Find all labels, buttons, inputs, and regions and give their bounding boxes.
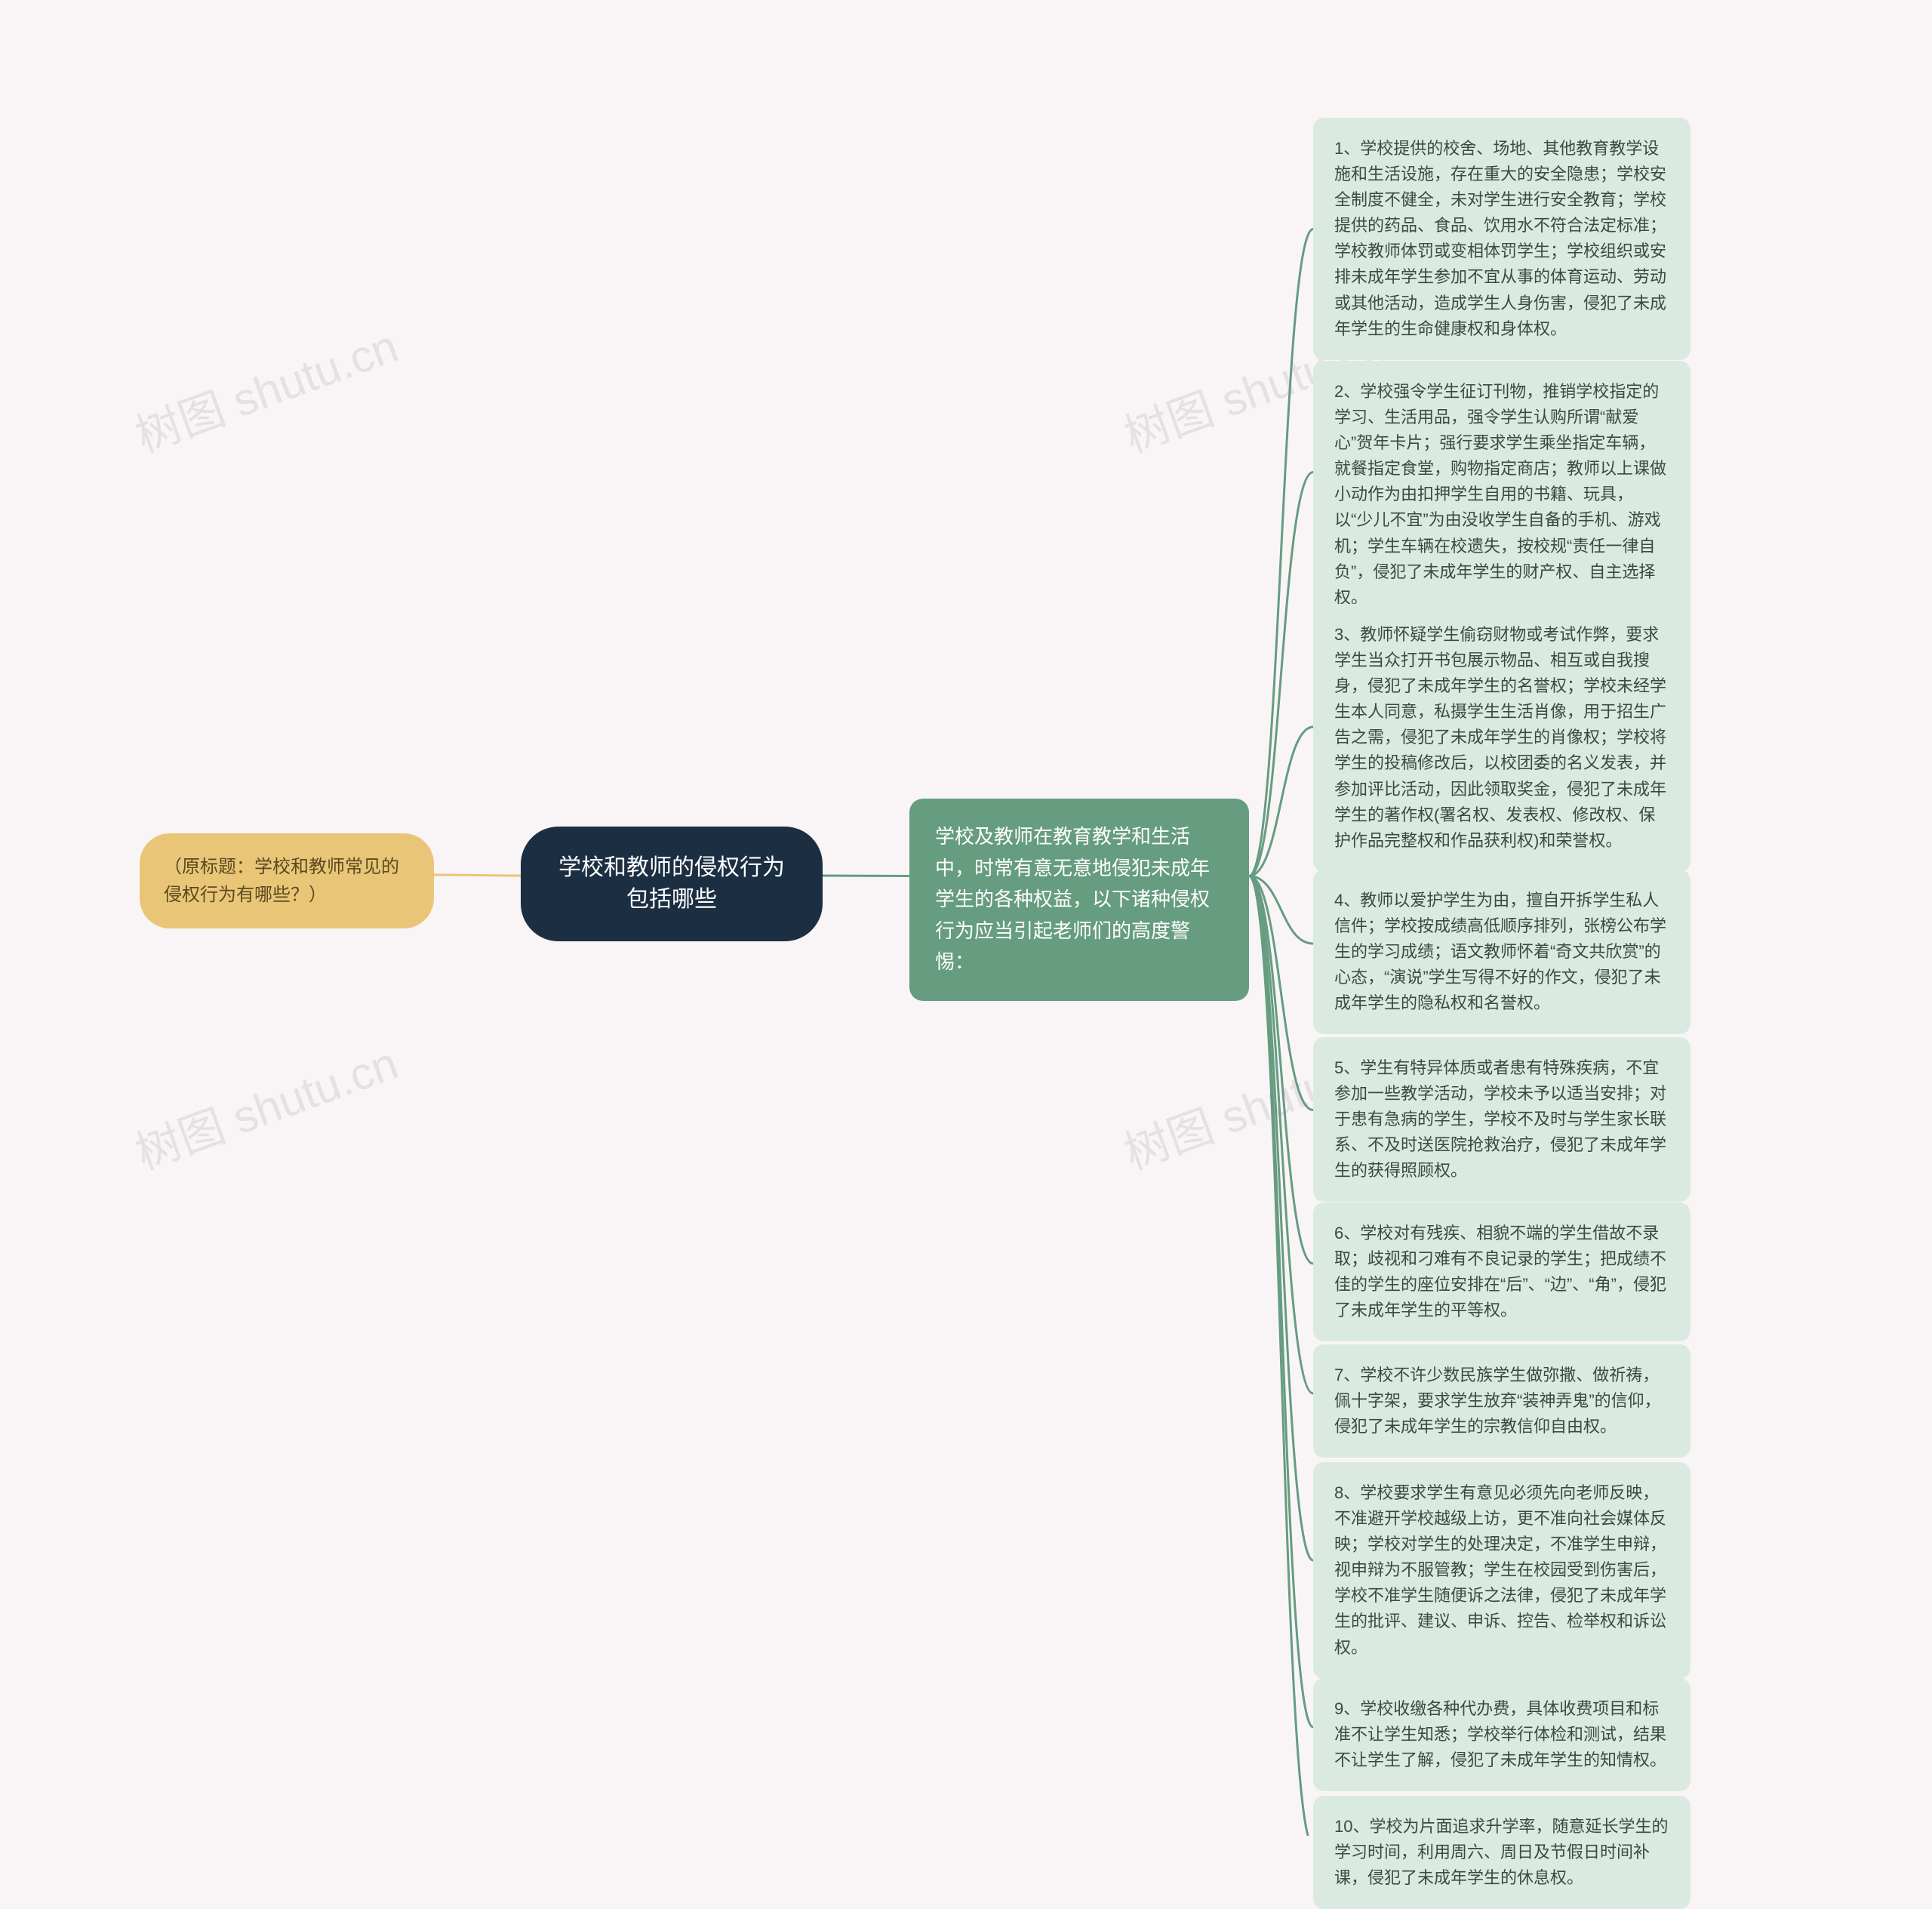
node-leaf[interactable]: 4、教师以爱护学生为由，擅自开拆学生私人信件；学校按成绩高低顺序排列，张榜公布学… bbox=[1313, 870, 1690, 1034]
mindmap-canvas: 树图 shutu.cn 树图 shutu.cn 树图 shutu.cn 树图 s… bbox=[0, 0, 1932, 1836]
node-leaf[interactable]: 5、学生有特异体质或者患有特殊疾病，不宜参加一些教学活动，学校未予以适当安排；对… bbox=[1313, 1037, 1690, 1202]
node-intro[interactable]: 学校及教师在教育教学和生活中，时常有意无意地侵犯未成年学生的各种权益，以下诸种侵… bbox=[909, 799, 1249, 1001]
node-leaf[interactable]: 8、学校要求学生有意见必须先向老师反映，不准避开学校越级上访，更不准向社会媒体反… bbox=[1313, 1462, 1690, 1679]
node-leaf[interactable]: 1、学校提供的校舍、场地、其他教育教学设施和生活设施，存在重大的安全隐患；学校安… bbox=[1313, 118, 1690, 360]
node-leaf[interactable]: 7、学校不许少数民族学生做弥撒、做祈祷，佩十字架，要求学生放弃“装神弄鬼”的信仰… bbox=[1313, 1344, 1690, 1458]
watermark: 树图 shutu.cn bbox=[125, 309, 405, 465]
node-leaf[interactable]: 10、学校为片面追求升学率，随意延长学生的学习时间，利用周六、周日及节假日时间补… bbox=[1313, 1796, 1690, 1909]
node-leaf[interactable]: 3、教师怀疑学生偷窃财物或考试作弊，要求学生当众打开书包展示物品、相互或自我搜身… bbox=[1313, 604, 1690, 872]
watermark: 树图 shutu.cn bbox=[125, 1027, 405, 1182]
node-leaf[interactable]: 6、学校对有残疾、相貌不端的学生借故不录取；歧视和刁难有不良记录的学生；把成绩不… bbox=[1313, 1202, 1690, 1341]
node-leaf[interactable]: 9、学校收缴各种代办费，具体收费项目和标准不让学生知悉；学校举行体检和测试，结果… bbox=[1313, 1678, 1690, 1791]
node-subtitle[interactable]: （原标题：学校和教师常见的侵权行为有哪些？） bbox=[140, 833, 434, 928]
node-root[interactable]: 学校和教师的侵权行为包括哪些 bbox=[521, 827, 823, 941]
node-leaf[interactable]: 2、学校强令学生征订刊物，推销学校指定的学习、生活用品，强令学生认购所谓“献爱心… bbox=[1313, 361, 1690, 629]
